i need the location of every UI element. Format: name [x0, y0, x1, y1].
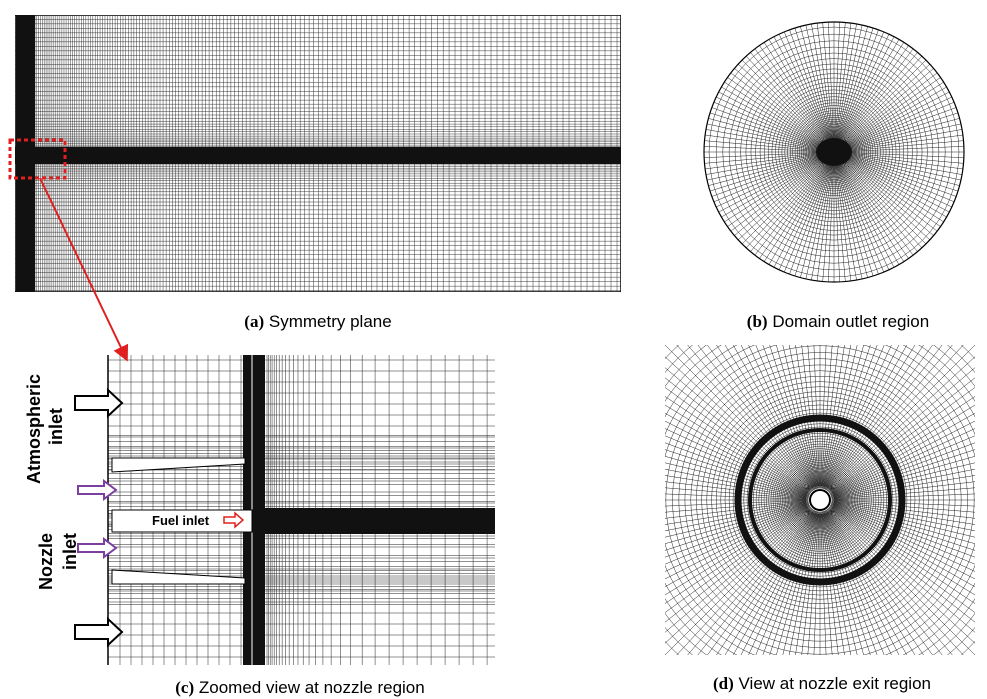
dense-band — [265, 508, 495, 534]
page: {"panels":[{"letter":"(a)","caption":"Sy… — [0, 0, 987, 699]
wall — [112, 570, 245, 584]
label: Atmospheric — [24, 374, 44, 484]
label: inlet — [46, 408, 66, 445]
dense-core — [816, 138, 852, 166]
caption: (a) Symmetry plane — [244, 312, 391, 331]
fuel-label: Fuel inlet — [152, 513, 210, 528]
nozzle-exit — [810, 490, 830, 510]
mesh-panel — [590, 270, 987, 699]
caption: (c) Zoomed view at nozzle region — [175, 678, 424, 697]
dense-band — [15, 147, 621, 164]
label: Nozzle — [36, 533, 56, 590]
meshes — [15, 15, 987, 699]
mesh — [590, 270, 987, 699]
mesh-panel — [108, 355, 495, 665]
figure: Atmospheric inlet Nozzle inlet Fuel inle… — [0, 0, 987, 699]
label: inlet — [60, 533, 80, 570]
caption: (b) Domain outlet region — [747, 312, 929, 331]
caption: (d) View at nozzle exit region — [713, 674, 931, 693]
mesh-panel — [15, 15, 621, 292]
